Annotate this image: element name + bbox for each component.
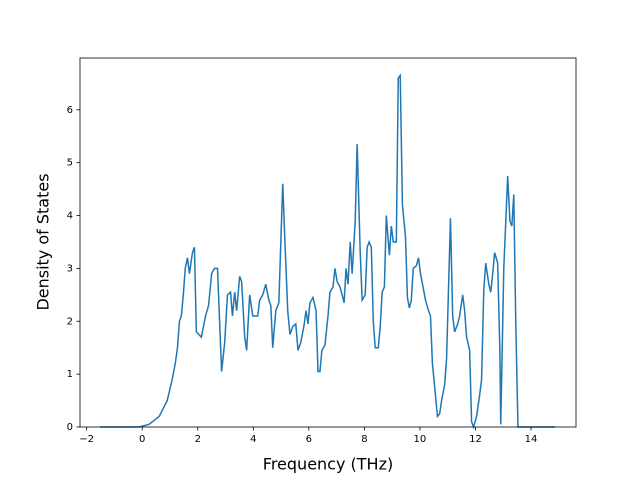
y-tick-label: 3 bbox=[67, 263, 73, 274]
x-tick-label: 10 bbox=[414, 434, 427, 445]
y-tick-label: 6 bbox=[67, 105, 73, 116]
x-tick-label: 4 bbox=[250, 434, 256, 445]
y-tick-label: 1 bbox=[67, 369, 73, 380]
x-axis-label: Frequency (THz) bbox=[263, 455, 393, 474]
x-tick-label: 8 bbox=[361, 434, 367, 445]
y-tick-label: 5 bbox=[67, 158, 73, 169]
x-tick-label: 12 bbox=[469, 434, 482, 445]
x-tick-label: 6 bbox=[306, 434, 312, 445]
y-tick-label: 4 bbox=[67, 211, 73, 222]
plot-frame bbox=[79, 57, 577, 428]
y-axis-label: Density of States bbox=[34, 173, 53, 310]
x-tick-label: 14 bbox=[525, 434, 538, 445]
data-line bbox=[100, 73, 555, 430]
y-tick-label: 2 bbox=[67, 316, 73, 327]
x-tick-label: −2 bbox=[79, 434, 94, 445]
x-tick-label: 2 bbox=[195, 434, 201, 445]
y-tick-label: 0 bbox=[67, 422, 73, 433]
x-tick-label: 0 bbox=[139, 434, 145, 445]
